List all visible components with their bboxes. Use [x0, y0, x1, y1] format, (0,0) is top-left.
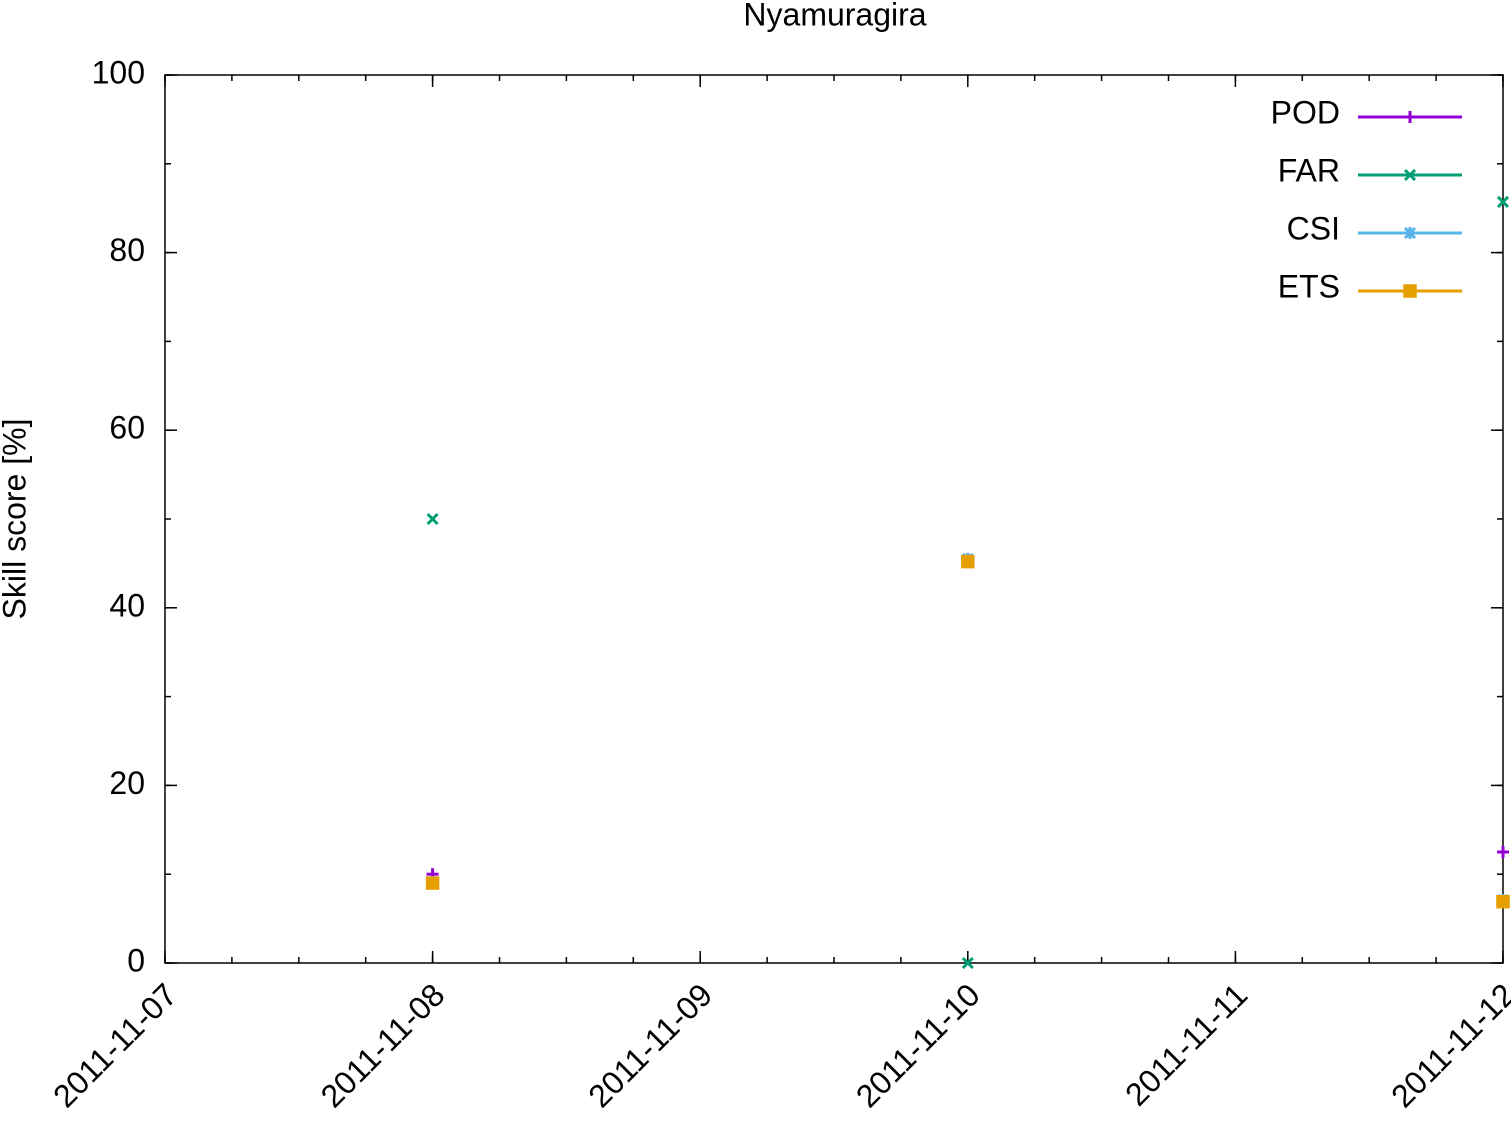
marker-stroke: [961, 956, 974, 970]
point: [1497, 846, 1509, 858]
marker-stroke: [426, 512, 439, 526]
y-tick-label: 40: [109, 587, 145, 623]
x-tick-label: 2011-11-12: [1384, 976, 1511, 1114]
marker-stroke: [1403, 168, 1417, 182]
marker-square: [961, 554, 975, 569]
legend-label: POD: [1271, 94, 1340, 130]
marker-square: [425, 876, 440, 890]
point: [1403, 168, 1417, 182]
marker-square: [1403, 284, 1417, 298]
x-tick-label: 2011-11-08: [314, 976, 452, 1114]
x-tick-label: 2011-11-10: [849, 976, 987, 1114]
legend-label: ETS: [1278, 268, 1340, 304]
marker-stroke: [1403, 226, 1417, 240]
point: [1403, 284, 1417, 298]
marker-stroke: [1496, 195, 1510, 209]
chart-title: Nyamuragira: [743, 0, 926, 32]
x-tick-label: 2011-11-07: [46, 976, 184, 1114]
y-tick-label: 80: [109, 232, 145, 268]
point: [1403, 226, 1417, 240]
marker-square: [1496, 894, 1510, 909]
point: [425, 876, 440, 890]
y-tick-label: 100: [92, 54, 145, 90]
point: [1404, 111, 1416, 123]
point: [1496, 195, 1510, 209]
y-tick-label: 60: [109, 410, 145, 446]
point: [961, 956, 974, 970]
y-tick-label: 20: [109, 765, 145, 801]
legend-label: CSI: [1287, 210, 1340, 246]
x-tick-label: 2011-11-09: [581, 976, 719, 1114]
x-tick-label: 2011-11-11: [1118, 976, 1254, 1112]
point: [1496, 894, 1510, 909]
y-axis-label: Skill score [%]: [0, 419, 32, 620]
y-tick-label: 0: [127, 942, 145, 978]
point: [426, 512, 439, 526]
point: [961, 554, 975, 569]
plot-frame: [164, 74, 1504, 964]
legend-label: FAR: [1278, 152, 1340, 188]
